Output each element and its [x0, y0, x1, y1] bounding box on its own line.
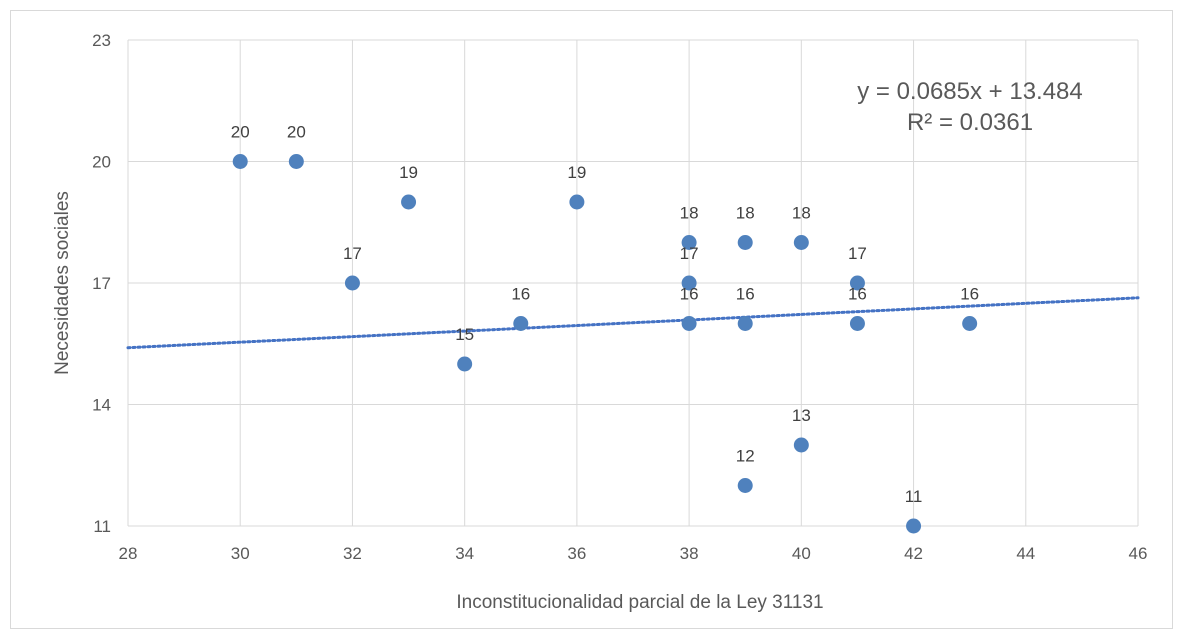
data-point	[849, 316, 865, 331]
data-label: 17	[848, 244, 867, 263]
y-tick-label: 14	[92, 396, 111, 415]
data-point	[737, 235, 753, 250]
data-label: 18	[736, 204, 755, 223]
data-point	[232, 154, 248, 169]
data-label: 20	[287, 123, 306, 142]
data-label: 17	[343, 244, 362, 263]
trendline-r-squared: R² = 0.0361	[907, 109, 1033, 136]
data-label: 16	[736, 285, 755, 304]
x-tick-label: 32	[343, 544, 362, 563]
data-point	[288, 154, 304, 169]
y-axis-title: Necesidades sociales	[52, 191, 73, 375]
y-tick-label: 11	[93, 517, 111, 536]
data-label: 19	[399, 163, 418, 182]
x-tick-label: 36	[567, 544, 586, 563]
data-label: 18	[680, 204, 699, 223]
data-label: 16	[680, 285, 699, 304]
x-tick-label: 30	[231, 544, 250, 563]
data-point	[906, 518, 922, 534]
data-label: 16	[848, 285, 867, 304]
data-point	[681, 275, 697, 291]
x-tick-label: 38	[680, 544, 699, 563]
trendline-equation: y = 0.0685x + 13.484	[857, 78, 1083, 105]
data-point	[737, 478, 753, 493]
x-tick-label: 40	[792, 544, 811, 563]
data-label: 11	[905, 487, 923, 506]
data-labels: 20 20 17 19 15 16 19 18 17 16 18 16 12 18 13 17 16 11 16	[231, 123, 979, 507]
trendline	[126, 296, 1140, 350]
y-tick-label: 23	[92, 31, 111, 50]
data-label: 13	[792, 406, 811, 425]
data-point	[793, 437, 809, 453]
data-point	[457, 356, 473, 372]
data-point	[681, 316, 697, 331]
data-point	[737, 316, 753, 331]
data-points	[232, 154, 978, 534]
data-point	[849, 275, 865, 291]
trendline-group	[126, 296, 1140, 350]
x-tick-label: 44	[1016, 544, 1035, 563]
data-point	[513, 316, 529, 331]
data-point	[681, 235, 697, 250]
data-label: 20	[231, 123, 250, 142]
data-point	[569, 194, 585, 210]
tick-labels: 28 30 32 34 36 38 40 42 44 46 11 14 17 20 23	[92, 31, 1147, 563]
data-point	[962, 316, 978, 331]
data-label: 16	[960, 285, 979, 304]
data-label: 15	[455, 325, 474, 344]
y-tick-label: 17	[92, 274, 111, 293]
data-label: 16	[511, 285, 530, 304]
data-point	[401, 194, 417, 210]
x-tick-label: 46	[1129, 544, 1148, 563]
data-label: 19	[567, 163, 586, 182]
x-axis-title: Inconstitucionalidad parcial de la Ley 3…	[456, 592, 823, 613]
data-label: 18	[792, 204, 811, 223]
x-tick-label: 42	[904, 544, 923, 563]
x-tick-label: 34	[455, 544, 474, 563]
y-tick-label: 20	[92, 153, 111, 172]
data-point	[793, 235, 809, 250]
data-label: 17	[680, 244, 699, 263]
data-label: 12	[736, 447, 755, 466]
data-point	[344, 275, 360, 291]
x-tick-label: 28	[119, 544, 138, 563]
